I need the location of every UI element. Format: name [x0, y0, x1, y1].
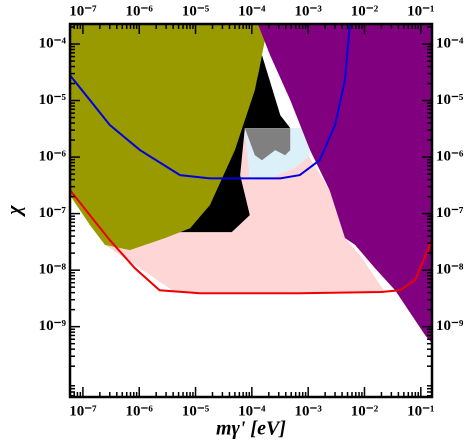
y-tick-label-right: 10⁻⁵	[436, 92, 464, 108]
x-tick-label: 10⁻⁷	[69, 403, 97, 419]
plot-area	[70, 24, 432, 344]
x-tick-label: 10⁻³	[294, 403, 322, 419]
region	[244, 128, 291, 161]
y-axis-label: χ	[4, 205, 26, 218]
x-tick-label-top: 10⁻⁶	[126, 3, 154, 19]
region	[169, 54, 291, 233]
region	[104, 128, 385, 293]
x-tick-label-top: 10⁻¹	[407, 3, 434, 19]
line	[70, 189, 432, 295]
y-tick-label: 10⁻⁸	[39, 262, 67, 278]
y-tick-label: 10⁻⁹	[39, 318, 67, 334]
y-tick-label: 10⁻⁴	[39, 35, 67, 51]
x-tick-label-top: 10⁻³	[294, 3, 322, 19]
y-tick-label: 10⁻⁵	[39, 92, 67, 108]
line	[70, 24, 351, 180]
x-tick-label-top: 10⁻⁴	[238, 3, 266, 19]
y-tick-label-right: 10⁻⁴	[436, 35, 464, 51]
frame	[68, 22, 434, 399]
region	[70, 24, 268, 251]
x-tick-label-top: 10⁻⁵	[182, 3, 210, 19]
data-layer	[70, 24, 432, 344]
region	[257, 24, 432, 344]
x-tick-label: 10⁻¹	[407, 403, 434, 419]
y-tick-label: 10⁻⁷	[39, 205, 67, 221]
y-tick-label-right: 10⁻⁶	[436, 149, 464, 165]
x-tick-label: 10⁻⁵	[182, 403, 210, 419]
y-tick-label: 10⁻⁶	[39, 149, 67, 165]
y-tick-label-right: 10⁻⁹	[436, 318, 464, 334]
x-tick-label: 10⁻⁴	[238, 403, 266, 419]
y-tick-label-right: 10⁻⁸	[436, 262, 464, 278]
x-tick-label-top: 10⁻²	[351, 3, 379, 19]
x-tick-label: 10⁻⁶	[126, 403, 154, 419]
y-tick-label-right: 10⁻⁷	[436, 205, 464, 221]
x-tick-label: 10⁻²	[351, 403, 379, 419]
x-tick-label-top: 10⁻⁷	[69, 3, 97, 19]
x-axis-label: mγ' [eV]	[216, 418, 286, 440]
